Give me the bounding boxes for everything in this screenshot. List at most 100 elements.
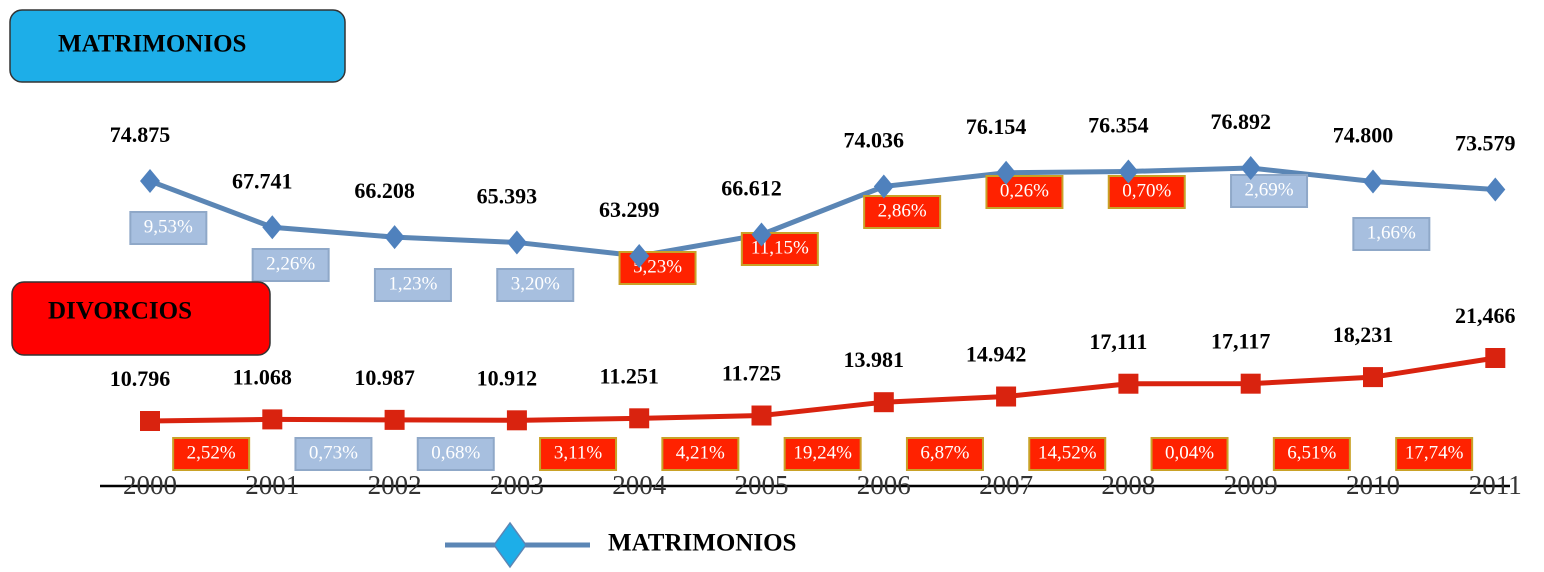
change-label: 19,24% [793,442,852,463]
marker [384,225,405,250]
value-label: 74.036 [844,128,905,153]
x-tick-label: 2006 [857,470,911,500]
change-box [618,251,697,285]
value-label: 76.354 [1088,113,1149,138]
marker [1485,348,1506,368]
value-label: 11.068 [233,364,292,389]
change-label: 1,66% [1367,222,1416,243]
value-label: 66.612 [721,176,782,201]
marker [1118,159,1139,184]
change-label: 0,26% [1000,180,1049,201]
change-label: 2,26% [266,253,315,274]
change-label: 0,73% [309,442,358,463]
x-tick-label: 2002 [368,470,422,500]
legend-marker [493,521,527,569]
value-label: 21,466 [1455,303,1516,328]
x-tick-label: 2011 [1469,470,1522,500]
marker [1485,177,1506,202]
marker [629,408,650,429]
value-label: 18,231 [1333,322,1394,347]
change-label: 6,87% [920,442,969,463]
change-box [1150,437,1229,471]
change-label: 2,86% [878,200,927,221]
marker [1118,373,1139,394]
marker [873,174,894,199]
change-box [129,211,208,245]
change-box [496,268,575,302]
change-label: 0,04% [1165,442,1214,463]
change-label: 2,69% [1245,179,1294,200]
value-label: 13.981 [844,347,905,372]
value-label: 66.208 [354,178,415,203]
change-label: 5,23% [633,256,682,277]
marker [751,222,772,247]
value-label: 76.892 [1210,109,1271,134]
x-tick-label: 2010 [1346,470,1400,500]
marker [262,409,283,430]
marker [1363,169,1383,194]
change-box [251,248,330,282]
change-box [783,437,862,471]
change-box [373,268,452,302]
change-label: 3,11% [554,442,603,463]
x-tick-label: 2001 [245,470,299,500]
x-tick-label: 2000 [123,470,177,500]
change-box [661,437,740,471]
change-label: 2,52% [187,442,236,463]
change-box [1395,437,1474,471]
change-label: 11,15% [751,237,809,258]
x-tick-label: 2004 [612,470,667,500]
change-box [1230,174,1309,208]
change-box [863,195,942,229]
marker [1363,367,1383,388]
change-label: 3,20% [511,273,560,294]
change-label: 0,68% [431,442,480,463]
value-label: 67.741 [232,168,293,193]
change-box [539,437,618,471]
marker [384,409,405,430]
value-label: 17,117 [1211,329,1270,354]
x-tick-label: 2008 [1101,470,1155,500]
change-box [1272,437,1351,471]
marker [873,392,894,413]
x-tick-label: 2003 [490,470,544,500]
marker [996,386,1017,407]
change-label: 4,21% [676,442,725,463]
value-label: 65.393 [477,183,538,208]
series-box [9,9,346,83]
change-box [1107,175,1186,209]
change-label: 6,51% [1287,442,1336,463]
value-label: 17,111 [1089,329,1147,354]
change-box [416,437,495,471]
marker [140,411,160,431]
change-label: 1,23% [388,273,437,294]
change-box [740,232,819,266]
value-label: 14.942 [966,342,1027,367]
value-label: 10.912 [477,365,538,390]
marker [751,405,772,426]
change-box [294,437,373,471]
series-box-label: MATRIMONIOS [58,31,246,58]
marker [1240,156,1261,180]
x-tick-label: 2007 [979,470,1033,500]
marker [140,169,160,194]
change-label: 14,52% [1038,442,1097,463]
marker [629,244,650,268]
series-box-label: DIVORCIOS [48,298,192,325]
change-box [1028,437,1107,471]
marker [1240,373,1261,394]
x-tick-label: 2005 [735,470,789,500]
legend-label: MATRIMONIOS [608,530,796,557]
change-box [172,437,251,471]
value-label: 76.154 [966,114,1027,139]
value-label: 63.299 [599,197,660,222]
value-label: 11.725 [722,361,781,386]
change-label: 17,74% [1405,442,1464,463]
value-label: 11.251 [600,363,659,388]
change-box [985,175,1064,209]
value-label: 10.796 [110,366,171,391]
value-label: 10.987 [354,365,415,390]
value-label: 73.579 [1455,130,1516,155]
change-box [905,437,984,471]
